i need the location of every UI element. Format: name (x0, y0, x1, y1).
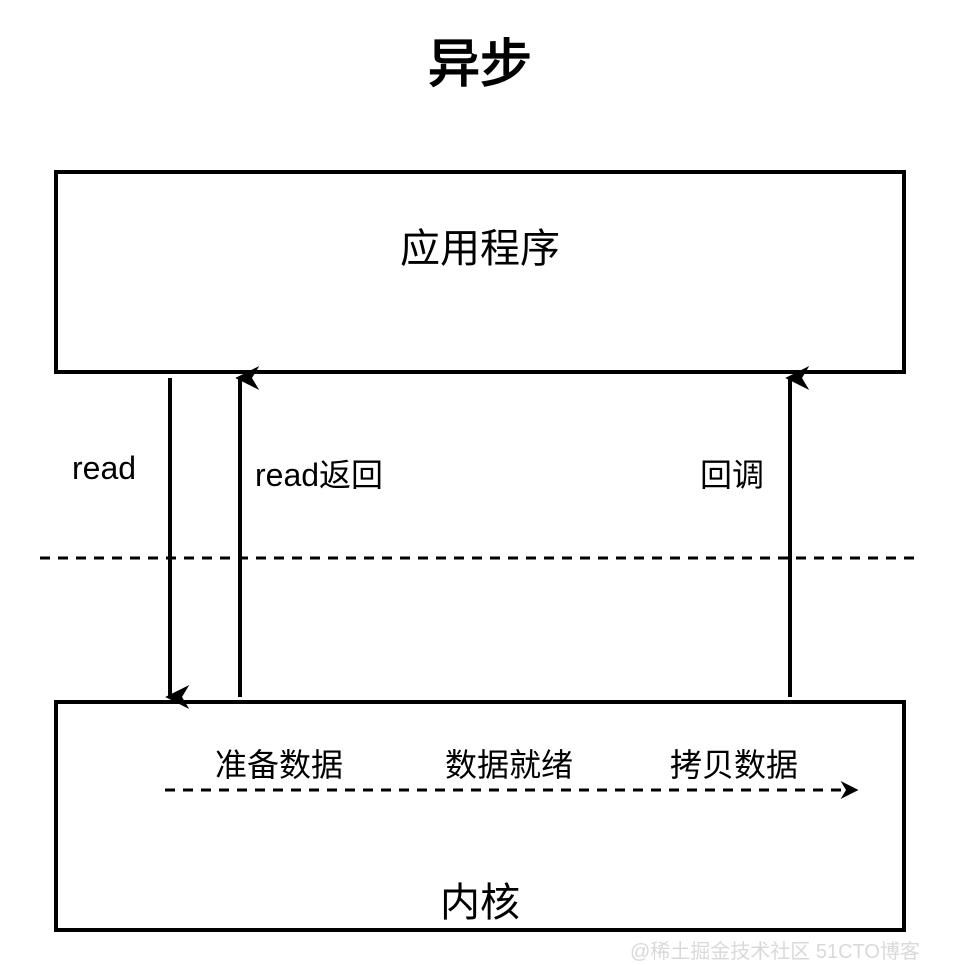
label-read: read (72, 450, 136, 487)
label-callback: 回调 (700, 450, 764, 496)
watermark-text: @稀土掘金技术社区 51CTO博客 (630, 935, 920, 964)
node-app-label: 应用程序 (400, 216, 560, 274)
label-copy-data: 拷贝数据 (670, 740, 798, 786)
diagram-title: 异步 (0, 22, 960, 97)
diagram-stage: 异步 应用程序 内核 read read返回 回调 准备数据 数据就绪 拷贝数据… (0, 0, 960, 965)
label-read-return: read返回 (255, 450, 383, 496)
node-kernel-label: 内核 (440, 870, 520, 928)
label-data-ready: 数据就绪 (445, 740, 573, 786)
label-prepare-data: 准备数据 (215, 740, 343, 786)
